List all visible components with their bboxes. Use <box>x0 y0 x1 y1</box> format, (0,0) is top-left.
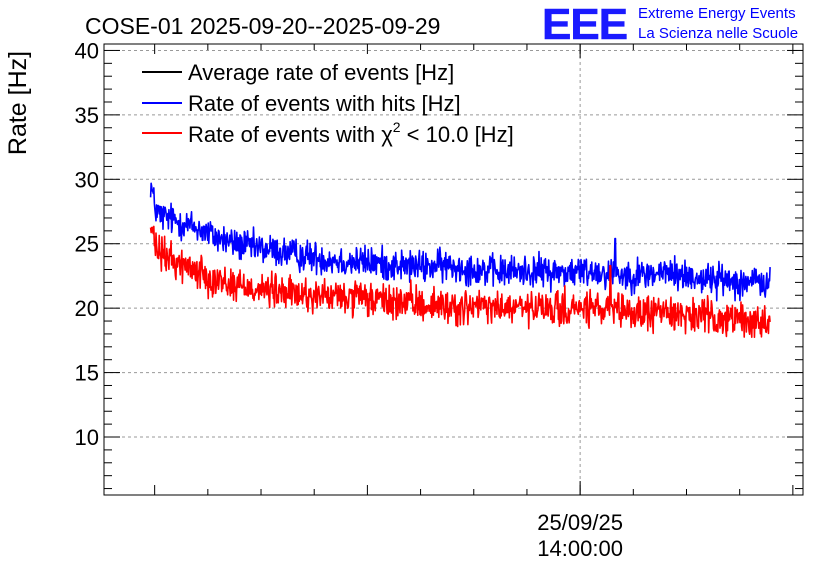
y-tick-label: 40 <box>75 38 99 63</box>
series-line-hits <box>149 182 771 302</box>
legend-label-chi2: Rate of events with χ2 < 10.0 [Hz] <box>188 119 514 147</box>
y-tick-label: 10 <box>75 425 99 450</box>
y-tick-label: 30 <box>75 167 99 192</box>
data-series <box>149 182 771 339</box>
legend-label-hits: Rate of events with hits [Hz] <box>188 91 461 116</box>
x-tick-label-time: 14:00:00 <box>537 536 623 561</box>
legend-label-chi2-sup: 2 <box>393 119 401 135</box>
eee-logo: EEE <box>542 0 627 49</box>
org-name-line1: Extreme Energy Events <box>638 5 796 22</box>
org-name-line2: La Scienza nelle Scuole <box>638 25 798 42</box>
x-tick-label-date: 25/09/25 <box>537 510 623 535</box>
chart-title: COSE-01 2025-09-20--2025-09-29 <box>85 13 440 39</box>
plot-frame <box>103 43 804 496</box>
legend: Average rate of events [Hz] Rate of even… <box>142 60 514 147</box>
legend-label-average: Average rate of events [Hz] <box>188 60 454 85</box>
y-tick-label: 25 <box>75 232 99 257</box>
series-line-chi2 <box>149 225 771 339</box>
legend-label-chi2-prefix: Rate of events with χ <box>188 122 393 147</box>
axes: 1015202530354025/09/2514:00:0029/09/2502… <box>75 38 803 561</box>
legend-label-chi2-suffix: < 10.0 [Hz] <box>401 122 514 147</box>
y-tick-label: 15 <box>75 361 99 386</box>
y-tick-label: 35 <box>75 103 99 128</box>
y-axis-label: Rate [Hz] <box>4 51 32 155</box>
y-tick-label: 20 <box>75 296 99 321</box>
